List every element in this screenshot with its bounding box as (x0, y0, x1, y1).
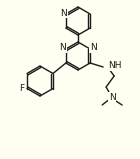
Text: NH: NH (108, 62, 122, 70)
Text: N: N (60, 44, 66, 52)
Text: N: N (90, 44, 96, 52)
Text: N: N (60, 8, 67, 17)
Text: F: F (19, 84, 25, 93)
Text: N: N (109, 93, 115, 101)
